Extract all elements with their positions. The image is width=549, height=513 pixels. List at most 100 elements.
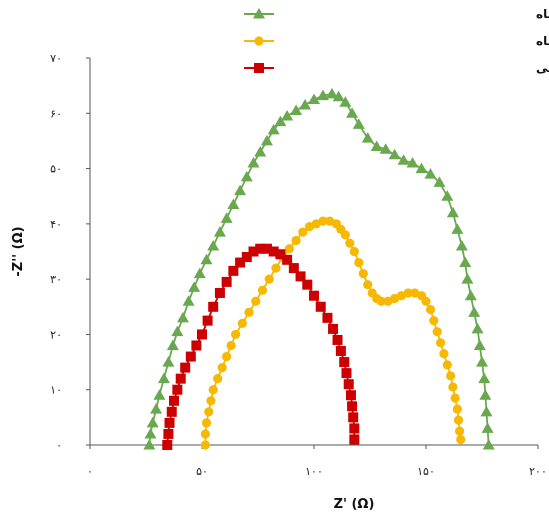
data-point [267, 123, 280, 135]
data-point [358, 269, 368, 279]
data-point [231, 329, 241, 340]
data-point [468, 306, 481, 317]
data-point [200, 429, 210, 439]
data-point [349, 423, 360, 434]
x-tick-label: ۱۵۰ [417, 465, 435, 478]
data-point [478, 372, 491, 384]
data-point [274, 115, 287, 127]
x-axis-label: Z' (Ω) [334, 497, 375, 512]
series-3 [162, 243, 360, 450]
data-point [442, 360, 452, 370]
data-point [452, 404, 462, 414]
data-point [332, 90, 345, 102]
data-point [153, 389, 166, 400]
series-2 [200, 216, 466, 450]
data-point [309, 290, 319, 301]
data-point [176, 311, 189, 323]
data-point [459, 256, 472, 268]
data-point [424, 168, 437, 179]
data-point [247, 157, 260, 168]
data-point [298, 227, 308, 237]
data-point [450, 393, 460, 403]
data-point [235, 257, 246, 268]
y-tick-label: ۵۰ [50, 163, 62, 176]
data-point [347, 401, 358, 412]
data-point [415, 162, 428, 174]
data-point [284, 244, 294, 254]
data-point [226, 340, 236, 351]
data-point [403, 288, 413, 298]
legend-label: سلول حساس به رنگدانه انگور سیاه [536, 34, 549, 49]
data-point [288, 263, 299, 274]
data-point [455, 426, 465, 436]
data-point [275, 249, 286, 260]
data-point [345, 390, 356, 401]
data-point [432, 327, 442, 337]
data-point [340, 230, 350, 240]
data-point [208, 301, 219, 312]
series-1 [143, 87, 495, 450]
y-tick-label: ۴۰ [50, 218, 62, 231]
data-point [222, 351, 232, 362]
data-point [208, 385, 218, 395]
data-point [251, 296, 261, 306]
data-point [299, 98, 312, 110]
data-point [448, 382, 458, 392]
legend: سلول حساس به رنگدانه پوست انار سیاه سلول … [244, 7, 549, 76]
y-tick-label: ۳۰ [50, 273, 62, 286]
data-point [441, 190, 454, 201]
data-point [322, 312, 333, 323]
data-point [429, 316, 439, 326]
data-point [453, 415, 464, 425]
data-point [214, 287, 225, 298]
data-point [182, 295, 195, 306]
data-point [348, 412, 359, 423]
x-tick-label: ۰ [87, 465, 93, 478]
data-point [206, 396, 216, 406]
y-axis-label: -Z'' (Ω) [11, 226, 26, 276]
data-point [166, 406, 177, 417]
data-point [185, 351, 196, 362]
data-point [370, 140, 383, 151]
data-point [455, 239, 468, 251]
data-point [143, 439, 156, 450]
data-point [349, 246, 359, 257]
data-point [421, 296, 431, 306]
y-tick-label: ۰ [56, 439, 62, 452]
data-point [261, 243, 272, 254]
data-point [388, 148, 401, 160]
legend-marker [254, 63, 264, 73]
y-tick-label: ۱۰ [50, 384, 62, 397]
data-point [228, 265, 239, 276]
data-point [376, 296, 386, 306]
data-point [339, 96, 352, 107]
data-point [193, 267, 206, 279]
data-point [164, 417, 175, 428]
legend-entry-2: سلول حساس به رنگدانه انگور سیاه [244, 34, 549, 49]
data-point [446, 206, 459, 218]
data-point [213, 374, 223, 384]
x-tick-label: ۲۰۰ [529, 465, 547, 478]
data-point [157, 372, 170, 384]
data-point [435, 338, 446, 348]
data-point [204, 407, 214, 417]
legend-entry-1: سلول حساس به رنگدانه پوست انار سیاه [244, 7, 549, 22]
data-point [257, 285, 268, 295]
data-point [200, 253, 213, 265]
data-point [316, 89, 329, 101]
data-point [290, 104, 303, 116]
data-point [451, 223, 464, 234]
data-point [291, 235, 301, 246]
data-point [162, 356, 175, 367]
data-point [433, 176, 446, 187]
data-point [244, 307, 254, 317]
data-point [335, 346, 346, 357]
legend-label: سلول حساس به رنگدانه گل زنبق وحشی [536, 61, 549, 76]
data-point [240, 170, 253, 182]
data-point [439, 349, 449, 359]
data-point [464, 289, 477, 301]
data-point [200, 440, 210, 450]
data-point [461, 273, 474, 284]
data-point [346, 107, 359, 118]
data-point [315, 301, 326, 312]
